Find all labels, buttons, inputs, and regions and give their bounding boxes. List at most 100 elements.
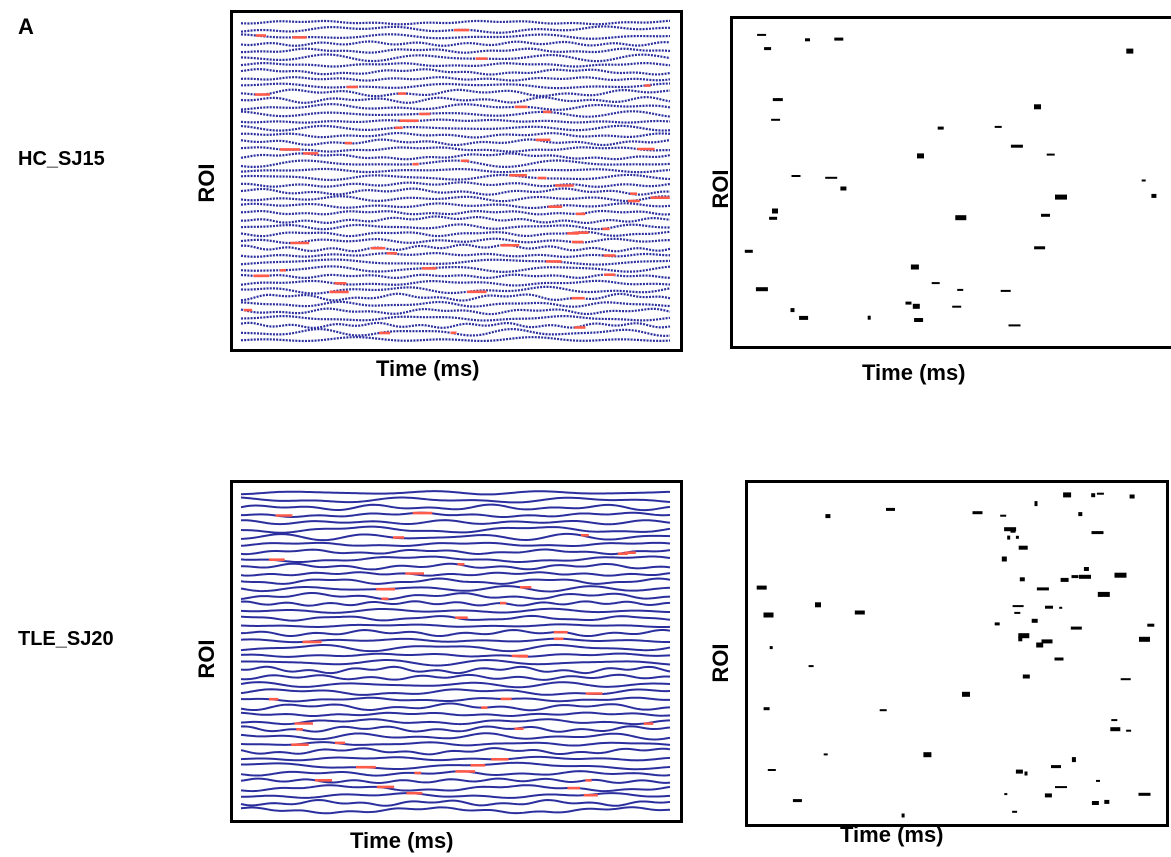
event-mark bbox=[1007, 535, 1011, 540]
event-mark bbox=[764, 47, 772, 51]
event-mark bbox=[1014, 611, 1021, 614]
roi-trace bbox=[240, 718, 671, 726]
event-mark bbox=[1055, 786, 1067, 789]
event-mark bbox=[1091, 801, 1099, 805]
roi-trace bbox=[240, 503, 671, 512]
event-mark bbox=[1104, 799, 1110, 804]
event-mark bbox=[1097, 591, 1110, 597]
roi-trace bbox=[240, 88, 671, 98]
event-mark bbox=[879, 709, 887, 712]
event-mark bbox=[1070, 626, 1082, 630]
event-mark bbox=[1012, 605, 1024, 608]
event-mark bbox=[744, 249, 753, 253]
roi-trace bbox=[240, 652, 671, 658]
roi-trace bbox=[240, 110, 671, 118]
roi-trace bbox=[240, 525, 671, 534]
roi-trace bbox=[240, 258, 671, 266]
event-mark bbox=[1059, 606, 1063, 609]
roi-trace bbox=[240, 623, 671, 629]
event-mark bbox=[1018, 636, 1023, 642]
event-mark bbox=[912, 303, 920, 309]
event-mark bbox=[937, 126, 944, 130]
event-mark bbox=[1004, 793, 1008, 796]
event-mark bbox=[955, 215, 967, 221]
event-mark bbox=[1091, 531, 1104, 535]
event-mark bbox=[1036, 587, 1049, 591]
event-mark bbox=[1034, 104, 1041, 110]
roi-trace bbox=[240, 76, 671, 82]
event-mark bbox=[1114, 572, 1127, 578]
roi-trace bbox=[240, 96, 671, 104]
event-mark bbox=[840, 186, 847, 191]
roi-trace bbox=[240, 285, 671, 295]
tle-traces-plot bbox=[230, 480, 683, 823]
roi-trace bbox=[240, 336, 671, 343]
roi-trace bbox=[240, 792, 671, 799]
hc-events-svg bbox=[744, 33, 1157, 327]
event-mark bbox=[1018, 545, 1028, 550]
event-mark bbox=[790, 308, 795, 313]
event-mark bbox=[1126, 48, 1134, 54]
event-mark bbox=[994, 125, 1002, 128]
roi-trace bbox=[240, 732, 671, 741]
event-mark bbox=[755, 287, 768, 292]
roi-trace bbox=[240, 607, 671, 614]
event-mark bbox=[1083, 567, 1089, 571]
event-mark bbox=[1012, 810, 1018, 813]
event-mark bbox=[1041, 213, 1050, 217]
event-mark bbox=[1120, 678, 1131, 681]
roi-trace bbox=[240, 68, 671, 76]
roi-trace bbox=[240, 47, 671, 54]
roi-trace bbox=[240, 103, 671, 111]
roi-trace bbox=[240, 159, 671, 169]
tle-events-svg bbox=[756, 492, 1155, 818]
roi-trace bbox=[240, 741, 671, 747]
hc-traces-plot bbox=[230, 10, 683, 352]
row-label-tle: TLE_SJ20 bbox=[18, 628, 114, 650]
event-mark bbox=[923, 752, 932, 758]
event-mark bbox=[910, 264, 919, 270]
event-mark bbox=[1126, 729, 1132, 732]
roi-trace bbox=[240, 237, 670, 245]
event-mark bbox=[756, 585, 767, 590]
event-mark bbox=[1096, 492, 1104, 495]
event-mark bbox=[834, 37, 844, 41]
roi-trace bbox=[240, 777, 671, 784]
event-mark bbox=[1110, 727, 1121, 732]
event-mark bbox=[1015, 535, 1019, 539]
roi-trace bbox=[240, 173, 671, 182]
roi-trace bbox=[240, 131, 671, 139]
event-mark bbox=[1147, 623, 1155, 627]
event-mark bbox=[1046, 153, 1055, 156]
panel-letter: A bbox=[18, 14, 34, 39]
roi-trace bbox=[240, 19, 671, 26]
event-mark bbox=[952, 305, 962, 308]
event-mark bbox=[914, 318, 924, 322]
roi-trace bbox=[240, 187, 671, 196]
event-mark bbox=[917, 153, 924, 159]
row-label-hc: HC_SJ15 bbox=[18, 148, 105, 170]
roi-trace bbox=[240, 577, 671, 585]
event-mark bbox=[792, 799, 802, 803]
event-mark bbox=[1015, 769, 1023, 774]
tle-traces-svg bbox=[240, 490, 671, 815]
event-mark bbox=[1051, 765, 1061, 769]
event-mark bbox=[1091, 493, 1096, 498]
roi-trace bbox=[240, 628, 671, 638]
roi-trace bbox=[240, 53, 671, 63]
event-mark bbox=[771, 118, 781, 121]
event-mark bbox=[769, 646, 773, 650]
event-mark bbox=[1034, 501, 1038, 507]
roi-trace bbox=[240, 659, 671, 667]
event-mark bbox=[1071, 575, 1079, 579]
event-mark bbox=[825, 176, 838, 179]
event-mark bbox=[1055, 194, 1067, 200]
event-mark bbox=[1022, 674, 1030, 679]
ylabel-tle-traces: ROI bbox=[194, 639, 219, 679]
roi-trace bbox=[240, 665, 671, 675]
ylabel-tle-events: ROI bbox=[708, 643, 733, 683]
hc-traces-svg bbox=[240, 19, 671, 343]
xlabel-tle-traces: Time (ms) bbox=[350, 828, 454, 853]
roi-trace bbox=[240, 711, 671, 718]
event-mark bbox=[1078, 512, 1083, 517]
